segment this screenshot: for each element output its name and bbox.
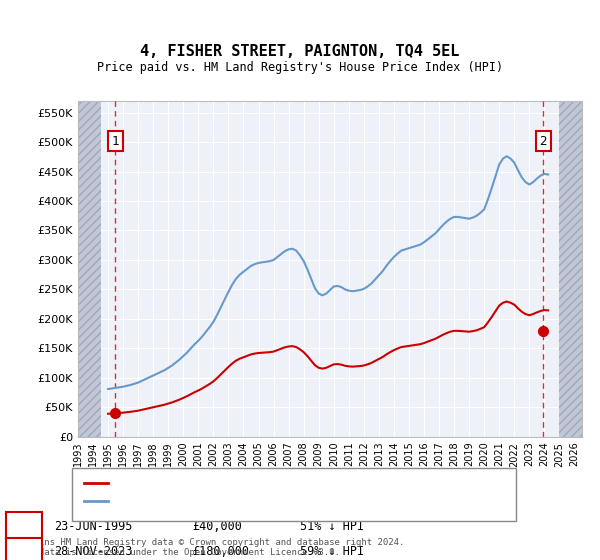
Text: 2: 2 xyxy=(20,545,28,558)
Text: Contains HM Land Registry data © Crown copyright and database right 2024.
This d: Contains HM Land Registry data © Crown c… xyxy=(12,538,404,557)
Text: HPI: Average price, detached house, Torbay: HPI: Average price, detached house, Torb… xyxy=(111,496,373,506)
Text: 4, FISHER STREET, PAIGNTON, TQ4 5EL: 4, FISHER STREET, PAIGNTON, TQ4 5EL xyxy=(140,44,460,59)
Text: 1: 1 xyxy=(112,134,119,148)
Text: Price paid vs. HM Land Registry's House Price Index (HPI): Price paid vs. HM Land Registry's House … xyxy=(97,61,503,74)
Text: £180,000: £180,000 xyxy=(192,545,249,558)
Text: 51% ↓ HPI: 51% ↓ HPI xyxy=(300,520,364,533)
Text: 59% ↓ HPI: 59% ↓ HPI xyxy=(300,545,364,558)
Text: 23-JUN-1995: 23-JUN-1995 xyxy=(54,520,133,533)
Text: £40,000: £40,000 xyxy=(192,520,242,533)
Text: 1: 1 xyxy=(20,520,28,533)
Text: 4, FISHER STREET, PAIGNTON, TQ4 5EL (detached house): 4, FISHER STREET, PAIGNTON, TQ4 5EL (det… xyxy=(111,478,436,488)
Bar xyxy=(559,101,582,437)
Text: 28-NOV-2023: 28-NOV-2023 xyxy=(54,545,133,558)
Bar xyxy=(78,101,101,437)
Text: 2: 2 xyxy=(539,134,547,148)
